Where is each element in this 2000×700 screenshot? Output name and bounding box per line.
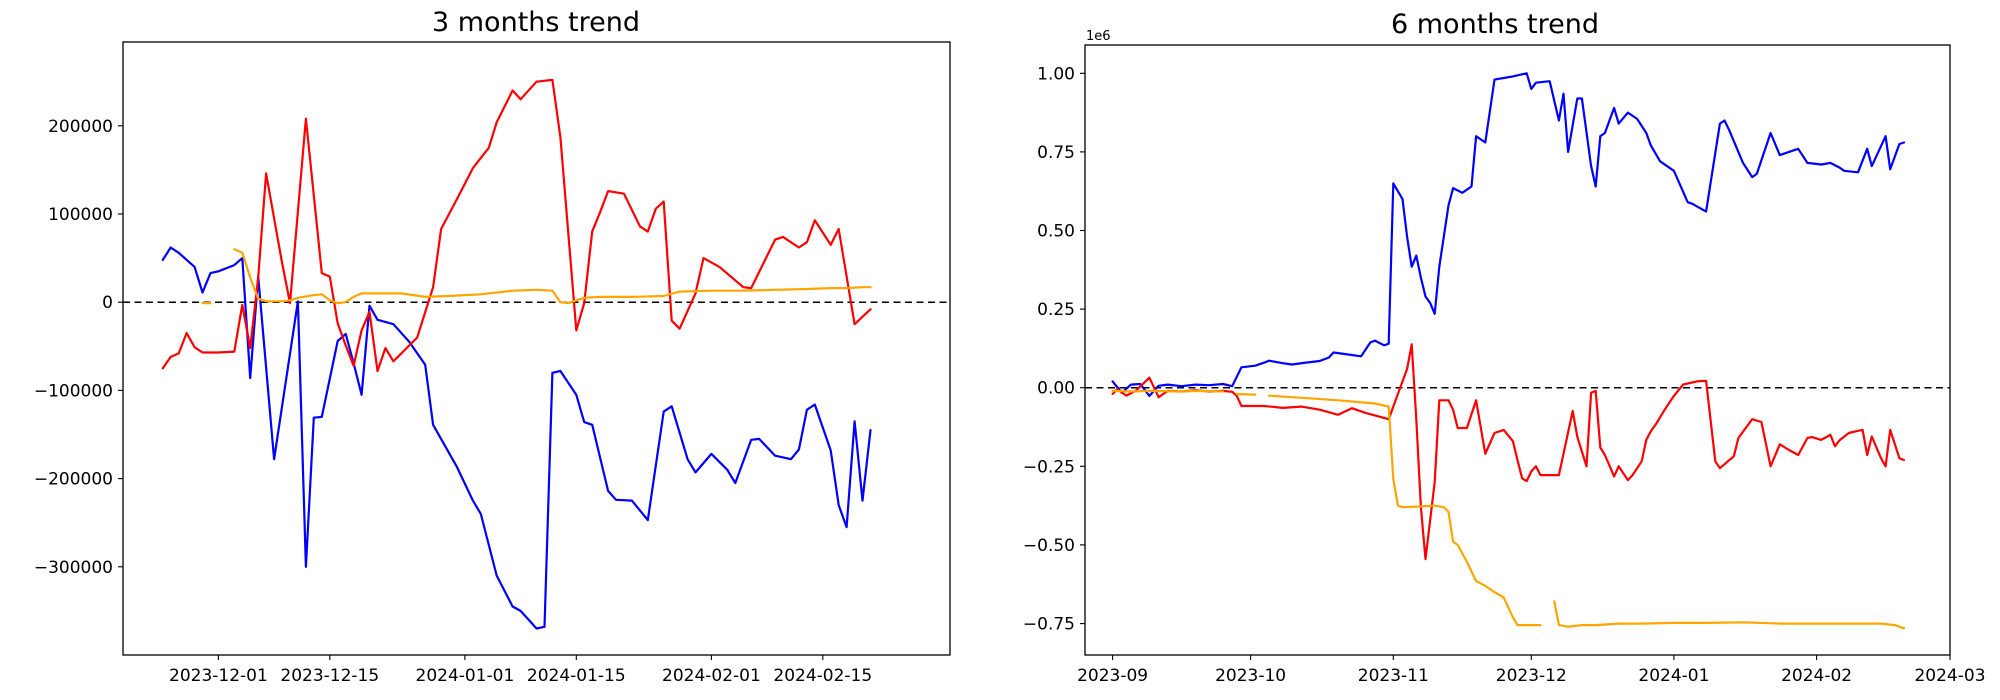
y-tick-label: −200000 [34,470,113,490]
series-orange-line [1267,394,1542,627]
y-tick-label: 100000 [48,205,113,225]
x-tick-label: 2023-12-01 [169,666,268,686]
series-blue-line [161,246,872,630]
x-tick-label: 2024-02 [1781,666,1852,686]
y-tick-label: −100000 [34,381,113,401]
y-tick-label: 0.25 [1037,300,1075,320]
y-tick-label: −300000 [34,558,113,578]
x-tick-label: 2023-12 [1496,666,1567,686]
x-tick-label: 2023-12-15 [280,666,379,686]
series-orange-line [1235,392,1257,396]
x-tick-label: 2024-03 [1914,666,1985,686]
y-tick-label: −0.75 [1023,615,1075,635]
series-blue-line [1111,72,1906,397]
plot-border [122,41,951,656]
axes-3-months-trend: 3 months trend 2023-12-01 2023-12-15 2024-… [34,7,951,686]
y-tick-label: 0.75 [1037,143,1075,163]
axes-6-months-trend: 6 months trend 1e6 2023-09 2023-10 2023-11… [1023,9,1986,686]
y-tick-label: −0.50 [1023,536,1075,556]
series-orange-line [1111,389,1225,393]
series-red-line [1111,343,1906,561]
y-tick-label: 0.00 [1037,379,1075,399]
x-tick-label: 2024-02-15 [773,666,872,686]
series-orange-line [233,248,872,305]
x-tick-label: 2023-10 [1215,666,1286,686]
x-tick-label: 2024-01 [1638,666,1709,686]
y-tick-label: 1.00 [1037,64,1075,84]
plot-border [1084,44,1951,656]
series-orange-line [1553,600,1906,630]
x-tick-label: 2024-02-01 [662,666,761,686]
x-tick-label: 2024-01-15 [527,666,626,686]
y-axis-offset-label: 1e6 [1086,29,1111,44]
y-tick-label: 0.50 [1037,222,1075,242]
y-tick-label: −0.25 [1023,457,1075,477]
chart-title-6-months: 6 months trend [1391,9,1599,40]
y-tick-label: 0 [102,293,113,313]
x-tick-label: 2023-11 [1358,666,1429,686]
chart-title-3-months: 3 months trend [432,7,640,38]
x-tick-label: 2024-01-01 [416,666,515,686]
series-red-line [161,78,872,373]
x-tick-label: 2023-09 [1077,666,1148,686]
y-tick-label: 200000 [48,117,113,137]
